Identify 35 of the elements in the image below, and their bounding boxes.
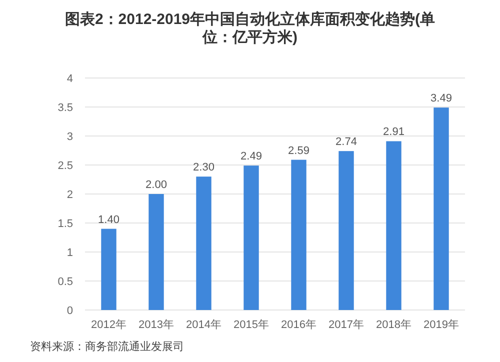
data-label: 2.30 — [193, 162, 214, 174]
data-label: 2.74 — [336, 136, 357, 148]
x-tick-label: 2016年 — [281, 319, 316, 331]
y-tick-label: 3 — [66, 130, 73, 143]
y-tick-label: 3.5 — [58, 102, 73, 114]
bar — [291, 160, 306, 310]
data-label: 2.00 — [146, 179, 167, 191]
y-tick-label: 4 — [66, 72, 73, 85]
chart-title: 图表2：2012-2019年中国自动化立体库面积变化趋势(单位：亿平方米) — [64, 10, 436, 46]
bar — [196, 176, 212, 310]
y-tick-label: 0 — [66, 304, 73, 317]
bar — [101, 228, 116, 310]
bar — [148, 194, 164, 310]
data-label: 3.49 — [430, 92, 452, 105]
bar — [434, 108, 449, 310]
x-tick-label: 2013年 — [138, 319, 174, 331]
x-tick-label: 2017年 — [328, 319, 364, 331]
data-label: 2.49 — [240, 150, 262, 163]
bar — [338, 151, 354, 310]
x-tick-label: 2019年 — [424, 319, 459, 331]
y-tick-label: 1 — [66, 246, 73, 259]
text: 资料来源：商务部流通业发展司 — [30, 340, 184, 353]
y-tick-label: 2.5 — [58, 160, 73, 172]
bar — [244, 166, 259, 310]
x-tick-label: 2014年 — [186, 319, 222, 331]
x-tick-label: 2015年 — [234, 319, 269, 331]
y-tick-label: 1.5 — [58, 218, 73, 230]
data-label: 2.91 — [383, 126, 404, 138]
data-label: 1.40 — [98, 214, 120, 226]
y-tick-label: 2 — [66, 188, 73, 201]
data-label: 2.59 — [288, 144, 310, 157]
x-tick-label: 2018年 — [376, 319, 412, 331]
bar — [386, 141, 402, 310]
x-tick-label: 2012年 — [91, 319, 126, 331]
y-tick-label: 0.5 — [58, 276, 73, 288]
